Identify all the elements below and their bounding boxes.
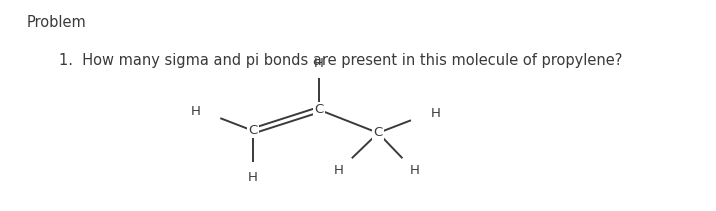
Text: Problem: Problem (26, 15, 86, 30)
Text: H: H (248, 171, 258, 184)
Text: H: H (410, 164, 419, 177)
Text: H: H (190, 105, 200, 118)
Text: H: H (314, 57, 324, 70)
Text: 1.  How many sigma and pi bonds are present in this molecule of propylene?: 1. How many sigma and pi bonds are prese… (59, 53, 622, 68)
Text: H: H (431, 107, 440, 120)
Text: C: C (374, 126, 383, 139)
Text: H: H (334, 164, 344, 177)
Text: C: C (314, 103, 324, 116)
Text: C: C (248, 124, 258, 137)
